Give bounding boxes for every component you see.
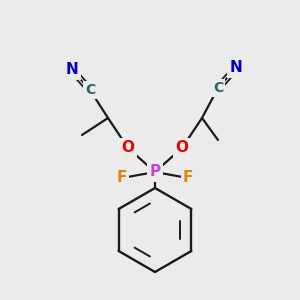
Text: O: O (122, 140, 134, 155)
Text: N: N (230, 61, 242, 76)
Text: C: C (213, 81, 223, 95)
Text: F: F (183, 170, 193, 185)
Text: P: P (149, 164, 161, 179)
Text: N: N (66, 62, 78, 77)
Text: O: O (176, 140, 188, 155)
Text: F: F (117, 170, 127, 185)
Text: C: C (85, 83, 95, 97)
